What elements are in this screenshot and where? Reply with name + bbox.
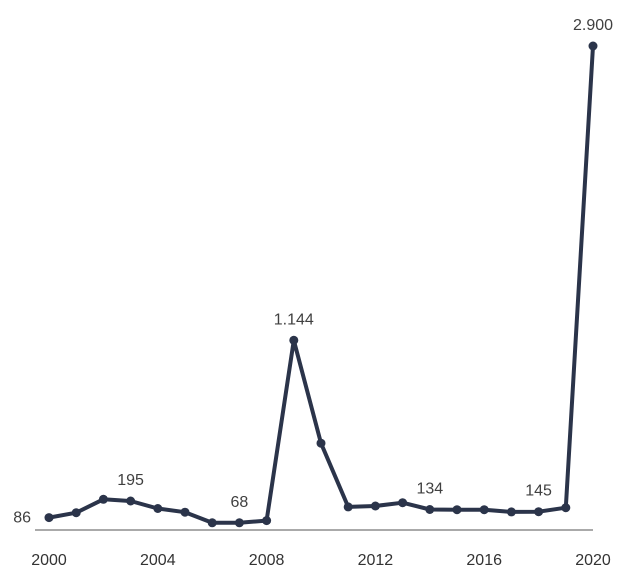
x-tick-label: 2000 [31,552,67,566]
data-label: 1.144 [274,311,314,328]
data-point [425,505,435,514]
data-point [452,505,462,515]
data-label: 134 [416,481,443,498]
data-point [588,41,598,51]
x-tick-label: 2004 [140,552,176,566]
data-point [126,496,136,506]
data-point [207,518,217,528]
data-label: 86 [13,510,31,527]
data-point [71,508,81,518]
data-point [262,516,272,526]
x-tick-label: 2016 [466,552,502,566]
data-point [234,518,244,528]
data-point [370,501,380,511]
data-label: 195 [117,472,144,489]
data-point [479,505,489,515]
data-label: 68 [231,494,249,511]
data-label: 145 [525,483,552,500]
data-point [343,502,353,512]
data-point [180,507,190,517]
data-point [534,507,544,517]
data-point [398,498,408,508]
data-point [153,504,163,513]
data-point [506,507,516,517]
series-line [47,44,595,525]
x-tick-label: 2008 [249,552,285,566]
data-point [98,494,108,504]
data-point [44,513,54,523]
x-tick-label: 2020 [575,552,611,566]
data-point [316,438,326,448]
data-label: 2.900 [573,17,613,34]
x-tick-label: 2012 [358,552,394,566]
data-point [289,335,299,345]
data-point [561,503,571,513]
